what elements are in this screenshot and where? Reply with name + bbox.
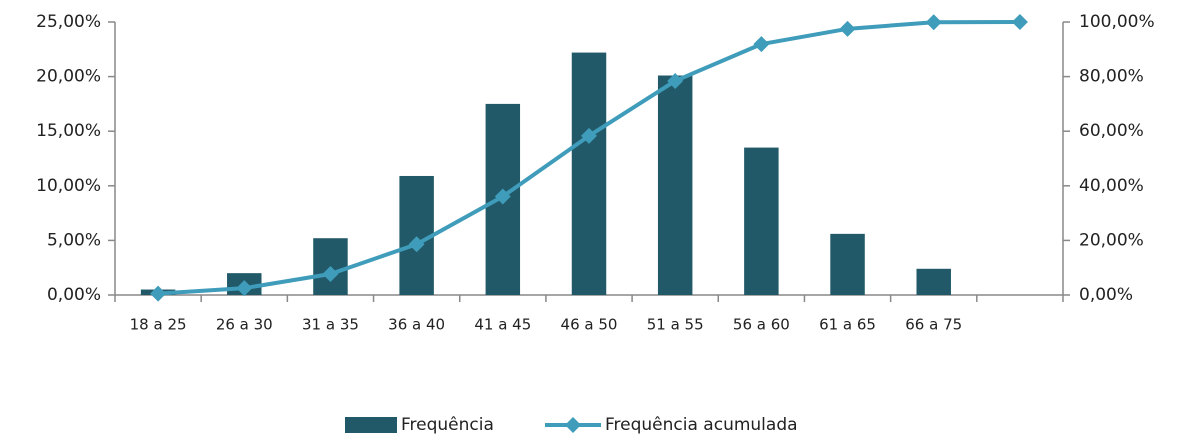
x-tick-label: 66 a 75 (905, 316, 962, 334)
bar (830, 233, 865, 295)
bar (399, 175, 434, 295)
bar (916, 268, 951, 295)
legend-swatch (345, 417, 397, 433)
bar (744, 147, 779, 295)
y2-tick-label: 20,00% (1079, 230, 1144, 250)
bar (657, 75, 693, 296)
bar (571, 52, 607, 295)
marker (236, 280, 253, 297)
y2-tick-label: 60,00% (1079, 121, 1144, 141)
marker (753, 36, 770, 53)
marker (408, 236, 425, 253)
y2-tick-label: 100,00% (1079, 12, 1155, 32)
y-tick-label: 25,00% (36, 12, 101, 32)
legend-label: Frequência (401, 415, 494, 435)
marker (925, 14, 942, 31)
x-tick-label: 41 a 45 (474, 316, 531, 334)
x-tick-label: 18 a 25 (130, 316, 187, 334)
y-tick-label: 10,00% (36, 176, 101, 196)
marker (667, 72, 684, 89)
y-tick-label: 20,00% (36, 67, 101, 87)
x-tick-label: 46 a 50 (561, 316, 618, 334)
y2-tick-label: 80,00% (1079, 67, 1144, 87)
x-tick-label: 56 a 60 (733, 316, 790, 334)
x-tick-label: 36 a 40 (388, 316, 445, 334)
legend-marker (565, 417, 581, 433)
x-tick-label: 61 a 65 (819, 316, 876, 334)
y-tick-label: 0,00% (47, 285, 101, 305)
marker (494, 188, 511, 205)
x-tick-label: 26 a 30 (216, 316, 273, 334)
y2-tick-label: 40,00% (1079, 176, 1144, 196)
x-tick-label: 31 a 35 (302, 316, 359, 334)
marker (1011, 14, 1028, 30)
y-tick-label: 15,00% (36, 121, 101, 141)
marker (322, 265, 339, 282)
y2-tick-label: 0,00% (1079, 285, 1133, 305)
marker (581, 127, 597, 144)
legend-label: Frequência acumulada (605, 415, 798, 435)
y-tick-label: 5,00% (47, 230, 101, 250)
x-tick-label: 51 a 55 (647, 316, 704, 334)
marker (839, 20, 856, 37)
marker (150, 285, 167, 302)
